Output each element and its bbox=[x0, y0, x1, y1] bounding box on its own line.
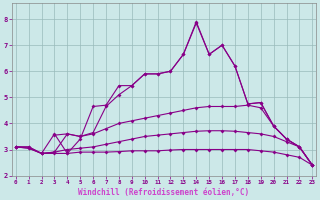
X-axis label: Windchill (Refroidissement éolien,°C): Windchill (Refroidissement éolien,°C) bbox=[78, 188, 250, 197]
